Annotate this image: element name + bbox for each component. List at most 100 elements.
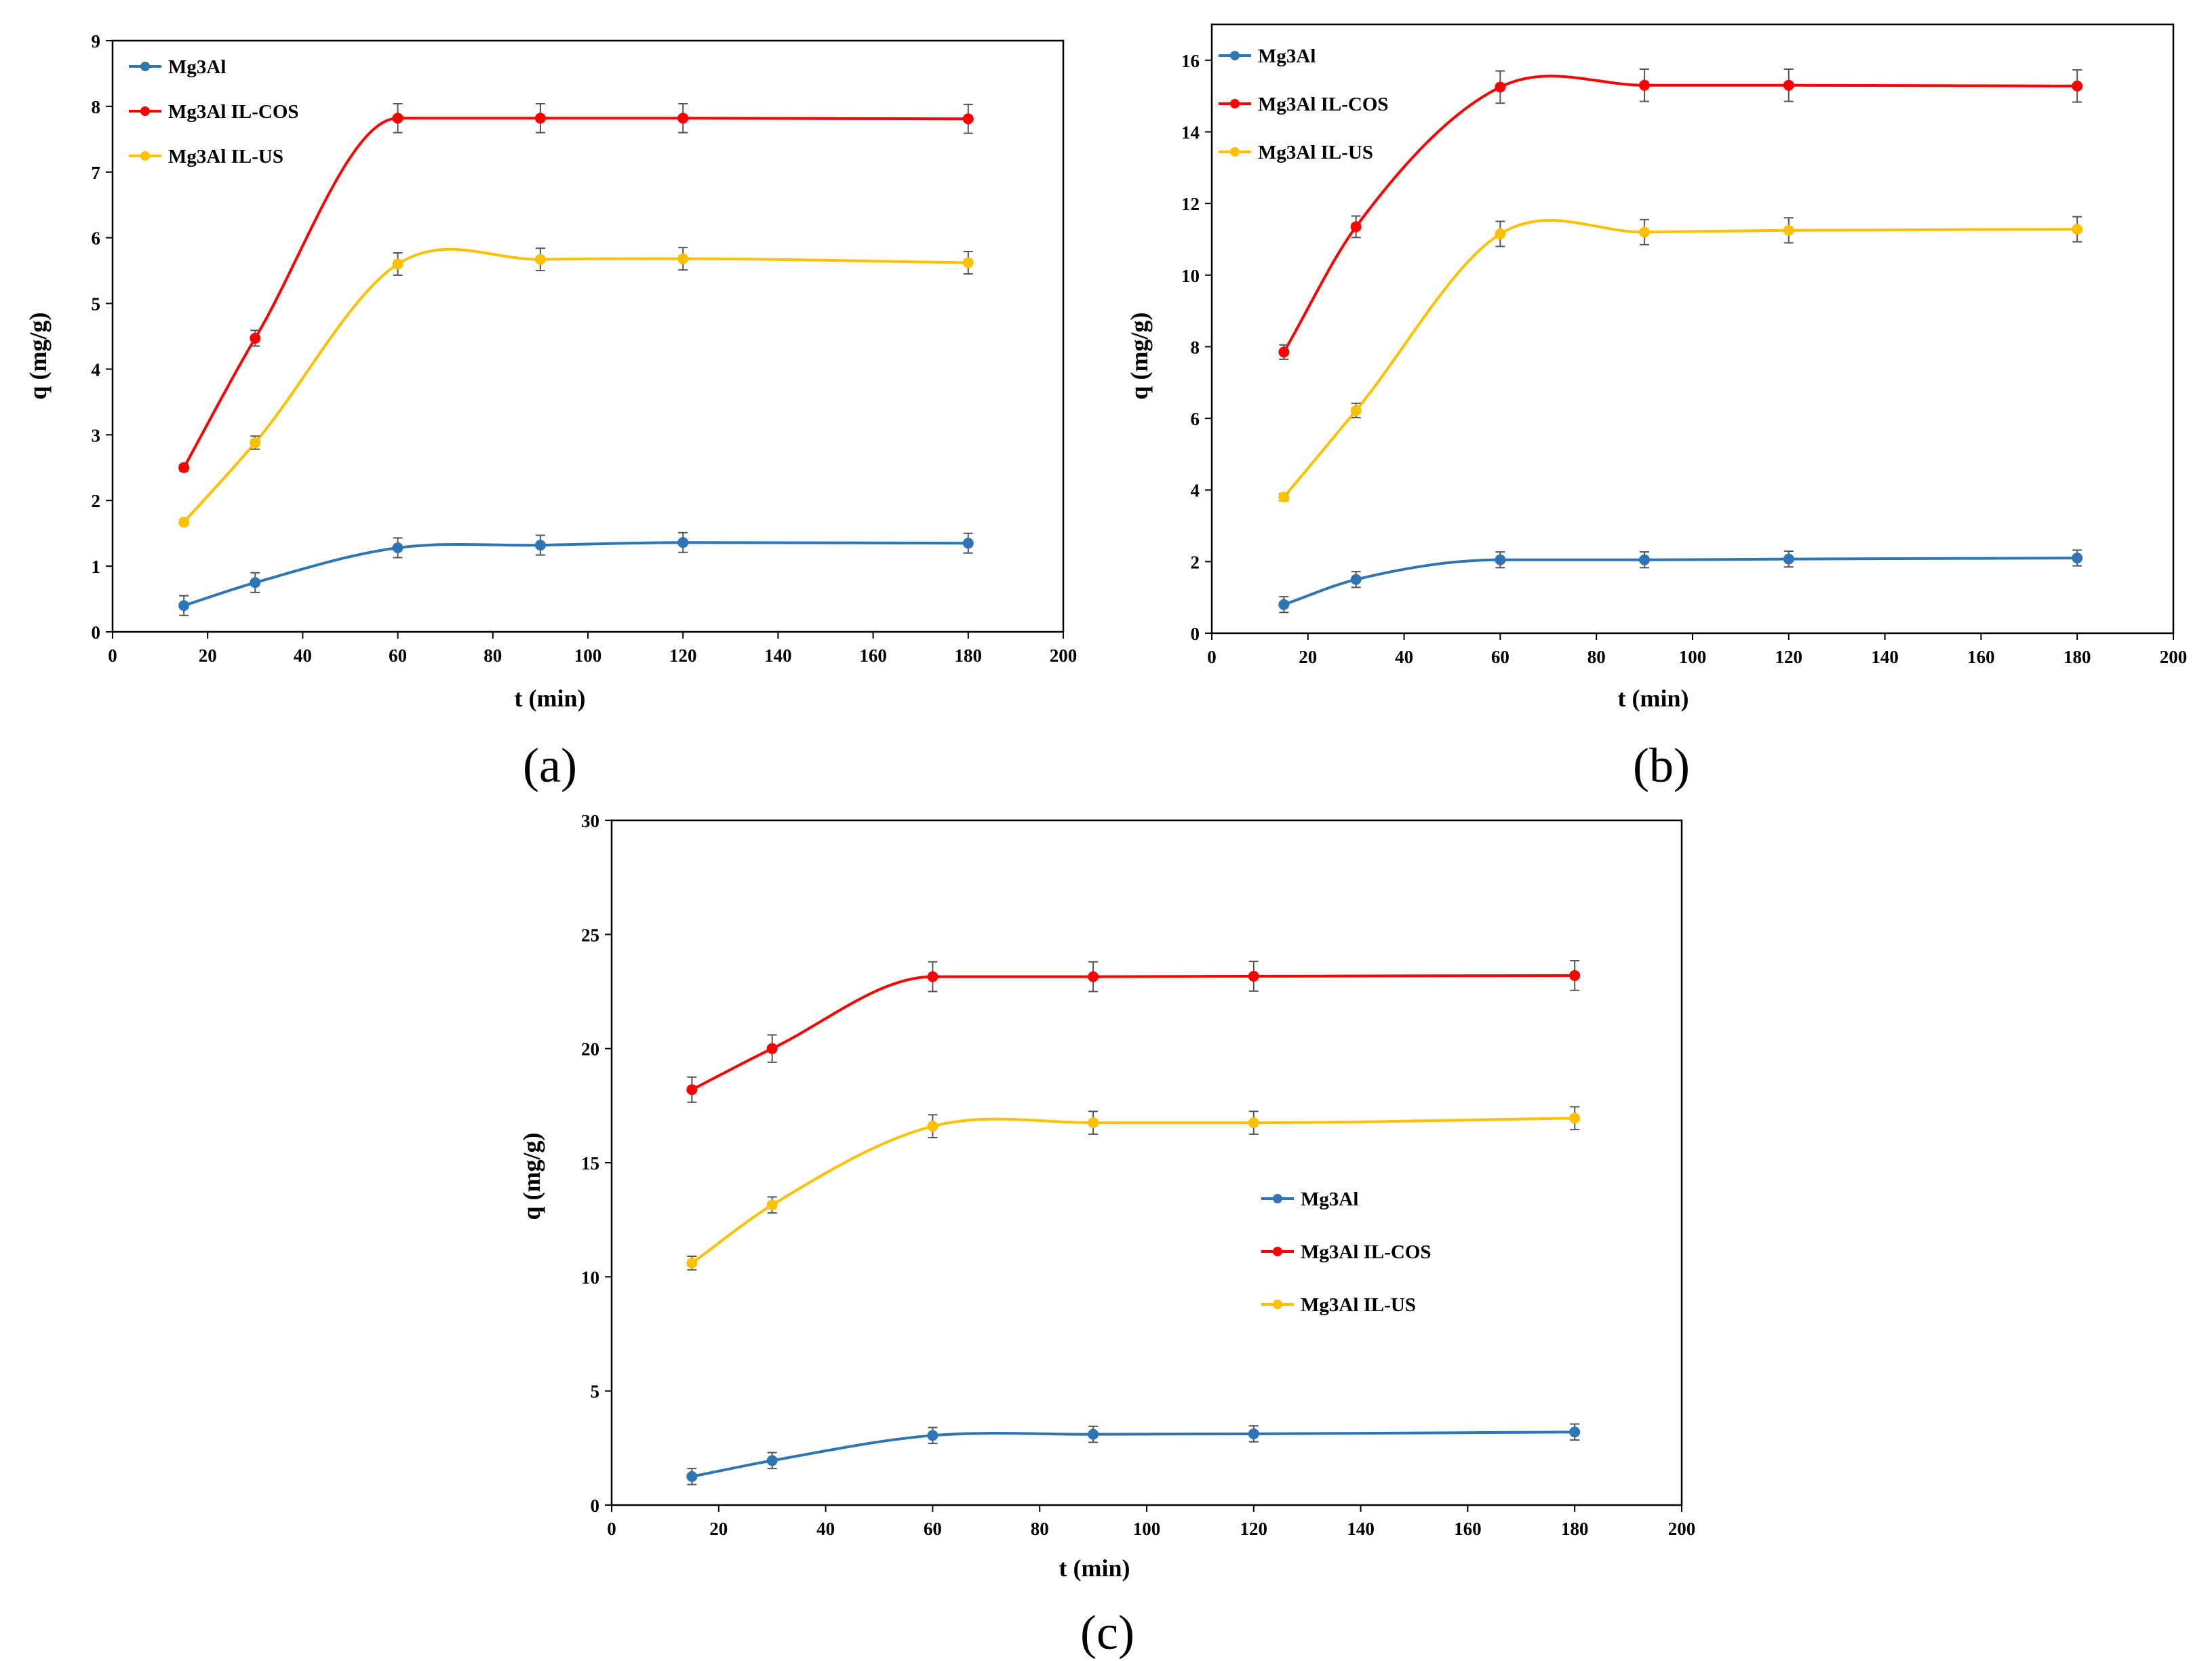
series-mg3al-il-us xyxy=(1278,216,2083,503)
y-tick-label: 8 xyxy=(1191,337,1200,357)
legend-label: Mg3Al xyxy=(1301,1188,1358,1210)
panel-label-c: (c) xyxy=(1080,1605,1134,1660)
y-tick-label: 25 xyxy=(581,925,599,945)
legend-label: Mg3Al IL-US xyxy=(1301,1294,1416,1316)
data-point xyxy=(962,538,974,549)
legend-swatch-marker xyxy=(140,62,150,71)
data-point xyxy=(927,1430,939,1441)
legend-label: Mg3Al IL-US xyxy=(1258,142,1373,163)
y-tick-label: 6 xyxy=(1191,409,1200,429)
y-axis-ticks: 0 5 10 15 20 25 30 xyxy=(581,811,612,1516)
plot-area-frame xyxy=(1210,23,2175,635)
x-tick-label: 80 xyxy=(1031,1519,1049,1539)
y-axis-ticks: 0 1 2 3 4 5 6 7 8 9 xyxy=(92,31,113,643)
x-tick-label: 40 xyxy=(816,1519,835,1539)
series-mg3al-il-cos xyxy=(1278,68,2083,360)
legend-item: Mg3Al IL-COS xyxy=(129,101,299,123)
legend-item: Mg3Al IL-COS xyxy=(1261,1241,1431,1263)
data-point xyxy=(392,113,403,124)
data-point xyxy=(677,113,689,124)
legend-label: Mg3Al IL-COS xyxy=(168,101,299,123)
y-tick-label: 30 xyxy=(581,811,599,831)
data-point xyxy=(1495,228,1506,240)
legend: Mg3Al Mg3Al IL-COS Mg3Al IL-US xyxy=(129,56,299,167)
x-tick-label: 0 xyxy=(607,1519,616,1539)
series-mg3al-il-us xyxy=(686,1106,1581,1271)
x-tick-label: 100 xyxy=(574,645,602,666)
x-tick-label: 120 xyxy=(1775,647,1803,667)
data-point xyxy=(677,537,689,548)
data-point xyxy=(927,971,939,982)
data-point xyxy=(1350,574,1362,585)
y-axis-ticks: 0 2 4 6 8 10 12 14 16 xyxy=(1181,51,1212,644)
x-tick-label: 40 xyxy=(1395,647,1413,667)
legend-swatch-marker xyxy=(1273,1300,1282,1309)
legend-item: Mg3Al IL-US xyxy=(1261,1294,1416,1316)
x-tick-label: 160 xyxy=(859,645,887,666)
data-point xyxy=(1639,554,1651,565)
data-point xyxy=(1569,1113,1581,1124)
chart-panel-c: 0 5 10 15 20 25 30 0 20 40 60 80 100 120 140 160 180 200… xyxy=(518,811,1695,1660)
x-tick-label: 140 xyxy=(1871,647,1899,667)
data-point xyxy=(1278,492,1290,503)
x-tick-label: 20 xyxy=(199,645,217,666)
x-axis-ticks: 0 20 40 60 80 100 120 140 160 180 200 xyxy=(108,632,1077,666)
legend-label: Mg3Al xyxy=(168,56,226,78)
series-line xyxy=(182,247,968,523)
series-line xyxy=(691,974,1575,1092)
legend-label: Mg3Al IL-US xyxy=(168,146,283,167)
data-point xyxy=(1248,1117,1259,1129)
data-point xyxy=(1278,346,1290,358)
y-axis-label: q (mg/g) xyxy=(518,1133,545,1220)
x-tick-label: 20 xyxy=(1299,647,1317,667)
y-tick-label: 14 xyxy=(1181,122,1200,142)
series-mg3al-il-cos xyxy=(686,960,1581,1103)
data-point xyxy=(962,113,974,125)
x-tick-label: 60 xyxy=(924,1519,942,1539)
data-point xyxy=(1088,1428,1099,1440)
data-point xyxy=(686,1470,698,1482)
y-tick-label: 15 xyxy=(581,1153,599,1174)
series-mg3al-il-us xyxy=(178,247,974,528)
x-tick-label: 160 xyxy=(1967,647,1995,667)
panel-label-b: (b) xyxy=(1633,738,1690,793)
y-tick-label: 5 xyxy=(591,1382,600,1402)
series-group xyxy=(178,103,974,616)
x-axis-ticks: 0 20 40 60 80 100 120 140 160 180 200 xyxy=(1207,633,2187,667)
data-point xyxy=(178,517,190,528)
x-tick-label: 60 xyxy=(389,645,407,666)
series-group xyxy=(686,960,1581,1485)
data-point xyxy=(2072,224,2083,235)
data-point xyxy=(1639,226,1651,238)
x-axis-ticks: 0 20 40 60 80 100 120 140 160 180 200 xyxy=(607,1505,1695,1539)
legend-swatch-marker xyxy=(1230,51,1240,60)
y-tick-label: 7 xyxy=(92,163,101,183)
x-tick-label: 0 xyxy=(1207,647,1217,667)
y-tick-label: 12 xyxy=(1181,194,1200,214)
panel-label-a: (a) xyxy=(523,738,577,793)
legend: Mg3Al Mg3Al IL-COS Mg3Al IL-US xyxy=(1261,1188,1431,1316)
data-point xyxy=(1278,599,1290,610)
series-mg3al-il-cos xyxy=(178,103,974,473)
data-point xyxy=(1783,224,1794,236)
data-point xyxy=(1783,79,1794,91)
data-point xyxy=(250,332,261,344)
series-line xyxy=(1282,75,2078,353)
x-tick-label: 160 xyxy=(1454,1519,1482,1539)
x-axis-label: t (min) xyxy=(1059,1555,1130,1582)
series-mg3al xyxy=(1278,549,2083,614)
legend-item: Mg3Al IL-US xyxy=(129,146,283,167)
y-tick-label: 4 xyxy=(92,359,101,380)
chart-panel-b: 0 2 4 6 8 10 12 14 16 0 20 40 60 80 100 120 140 160 180 20… xyxy=(1126,23,2187,793)
data-point xyxy=(178,462,190,473)
x-tick-label: 100 xyxy=(1679,647,1707,667)
x-tick-label: 100 xyxy=(1133,1519,1161,1539)
data-point xyxy=(1783,553,1794,565)
y-tick-label: 4 xyxy=(1191,481,1200,501)
x-tick-label: 0 xyxy=(108,645,117,666)
y-tick-label: 0 xyxy=(92,622,101,643)
x-tick-label: 200 xyxy=(1668,1519,1696,1539)
series-line xyxy=(691,1117,1575,1264)
data-point xyxy=(1248,1428,1259,1439)
y-tick-label: 0 xyxy=(1191,624,1200,644)
